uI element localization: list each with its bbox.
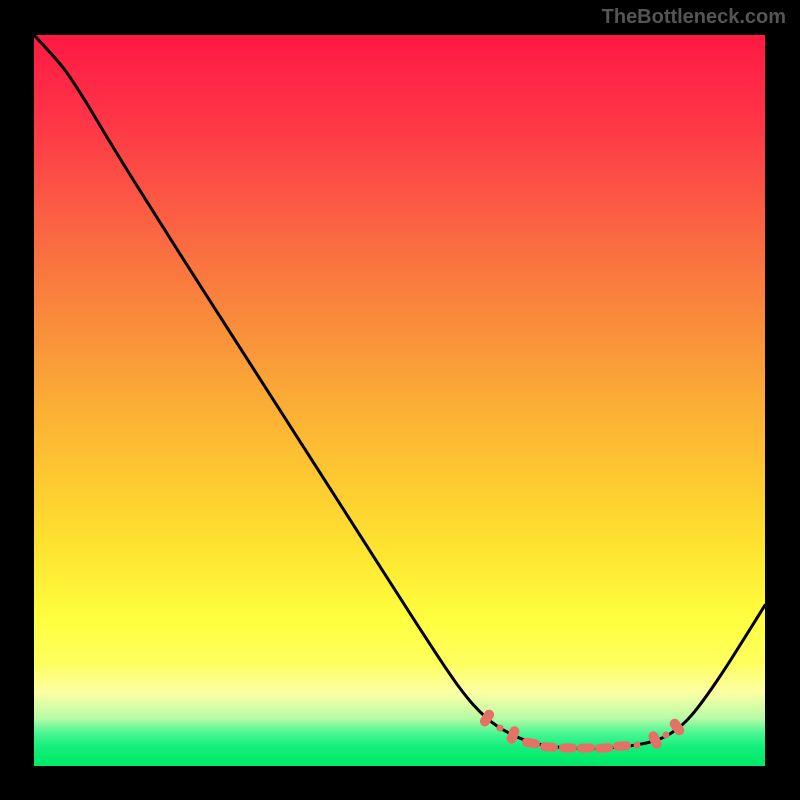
marker-dot [613,741,631,751]
chart-wrap: TheBottleneck.com [0,0,800,800]
marker-dot [634,741,641,748]
marker-dot [521,737,540,749]
marker-dot [559,744,577,753]
marker-dot [478,708,496,729]
markers-layer [34,35,765,766]
marker-dot [595,743,613,753]
marker-dot [577,744,595,754]
marker-dot [540,742,559,752]
marker-dot [647,729,664,750]
marker-dot [505,725,521,745]
marker-dot [663,731,670,738]
marker-dot [668,716,687,736]
plot-area [34,35,765,766]
watermark-label: TheBottleneck.com [602,6,786,29]
marker-dot [497,724,504,731]
